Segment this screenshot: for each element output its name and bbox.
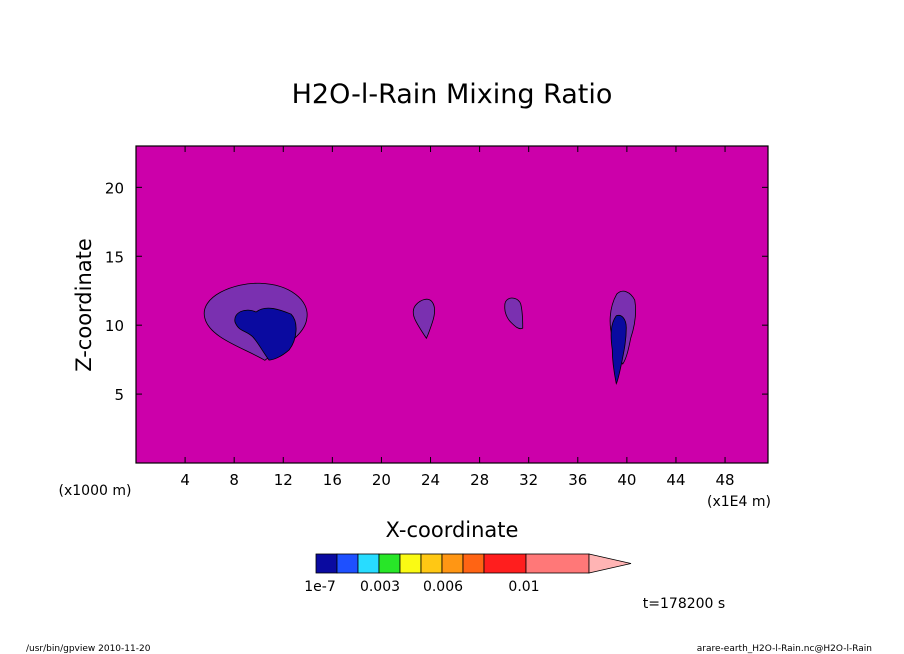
y-tick-label: 5 xyxy=(114,386,124,404)
x-tick-label: 40 xyxy=(617,471,636,489)
y-tick-label: 20 xyxy=(105,179,124,197)
cell-4-core xyxy=(610,314,627,385)
colorbar-swatch xyxy=(462,553,485,574)
colorbar-label: 0.01 xyxy=(508,579,539,595)
x-tick-label: 36 xyxy=(568,471,587,489)
colorbar-swatch xyxy=(315,553,338,574)
x-tick-label: 16 xyxy=(323,471,342,489)
y-axis-label: Z-coordinate xyxy=(72,238,96,372)
x-tick-label: 48 xyxy=(716,471,735,489)
x-tick-label: 20 xyxy=(372,471,391,489)
x-tick-label: 32 xyxy=(519,471,538,489)
x-tick-label: 8 xyxy=(229,471,239,489)
colorbar-swatch xyxy=(336,553,359,574)
colorbar-swatch xyxy=(420,553,443,574)
cell-2 xyxy=(412,298,436,340)
x-tick-label: 4 xyxy=(180,471,190,489)
x-unit-left: (x1000 m) xyxy=(59,483,132,499)
x-tick-label: 12 xyxy=(274,471,293,489)
colorbar-label: 0.003 xyxy=(360,579,400,595)
colorbar-swatch xyxy=(399,553,422,574)
x-axis-label: X-coordinate xyxy=(386,518,519,542)
colorbar-swatch xyxy=(357,553,380,574)
x-tick-label: 44 xyxy=(666,471,685,489)
colorbar-swatch xyxy=(441,553,464,574)
footer-left: /usr/bin/gpview 2010-11-20 xyxy=(26,644,151,654)
colorbar-swatch xyxy=(525,553,590,574)
plot-frame xyxy=(135,145,769,464)
y-axis-ticks: 5 10 15 20 xyxy=(105,179,768,404)
footer-right: arare-earth_H2O-l-Rain.nc@H2O-l-Rain xyxy=(697,644,872,654)
x-tick-label: 24 xyxy=(421,471,440,489)
colorbar-swatch xyxy=(378,553,401,574)
contour-features xyxy=(203,282,636,385)
y-tick-label: 15 xyxy=(105,248,124,266)
x-axis-ticks: 4 8 12 16 20 24 28 32 36 40 44 48 xyxy=(180,146,735,489)
colorbar-label: 1e-7 xyxy=(304,579,335,595)
cell-3 xyxy=(504,297,524,330)
colorbar-extend-triangle xyxy=(588,553,632,574)
x-tick-label: 28 xyxy=(470,471,489,489)
cell-1-core xyxy=(234,307,297,361)
colorbar-swatch xyxy=(483,553,527,574)
colorbar-label: 0.006 xyxy=(423,579,463,595)
colorbar: 1e-7 0.003 0.006 0.01 xyxy=(304,553,632,595)
chart-title: H2O-l-Rain Mixing Ratio xyxy=(292,79,613,110)
time-annotation: t=178200 s xyxy=(643,596,725,612)
y-tick-label: 10 xyxy=(105,317,124,335)
x-unit-right: (x1E4 m) xyxy=(707,494,771,510)
